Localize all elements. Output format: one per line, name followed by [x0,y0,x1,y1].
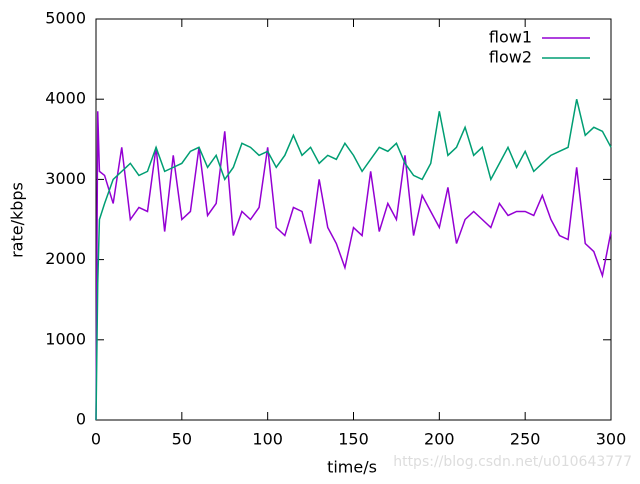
y-tick-label: 4000 [45,89,86,108]
x-tick-label: 50 [172,430,192,449]
x-tick-label: 0 [91,430,101,449]
legend-label: flow2 [489,48,532,67]
y-tick-label: 1000 [45,329,86,348]
y-tick-label: 3000 [45,169,86,188]
x-tick-label: 150 [338,430,369,449]
y-axis-label: rate/kbps [8,182,27,258]
x-tick-label: 200 [424,430,455,449]
x-tick-label: 300 [596,430,627,449]
legend-label: flow1 [489,28,532,47]
plot-frame [95,18,612,421]
watermark: https://blog.csdn.net/u010643777 [393,454,632,470]
series-line [95,111,612,421]
y-tick-label: 2000 [45,249,86,268]
x-tick-label: 100 [252,430,283,449]
x-axis-label: time/s [327,458,377,477]
y-tick-label: 0 [76,410,86,429]
y-tick-label: 5000 [45,9,86,28]
x-tick-label: 250 [510,430,541,449]
series-line [95,99,612,421]
